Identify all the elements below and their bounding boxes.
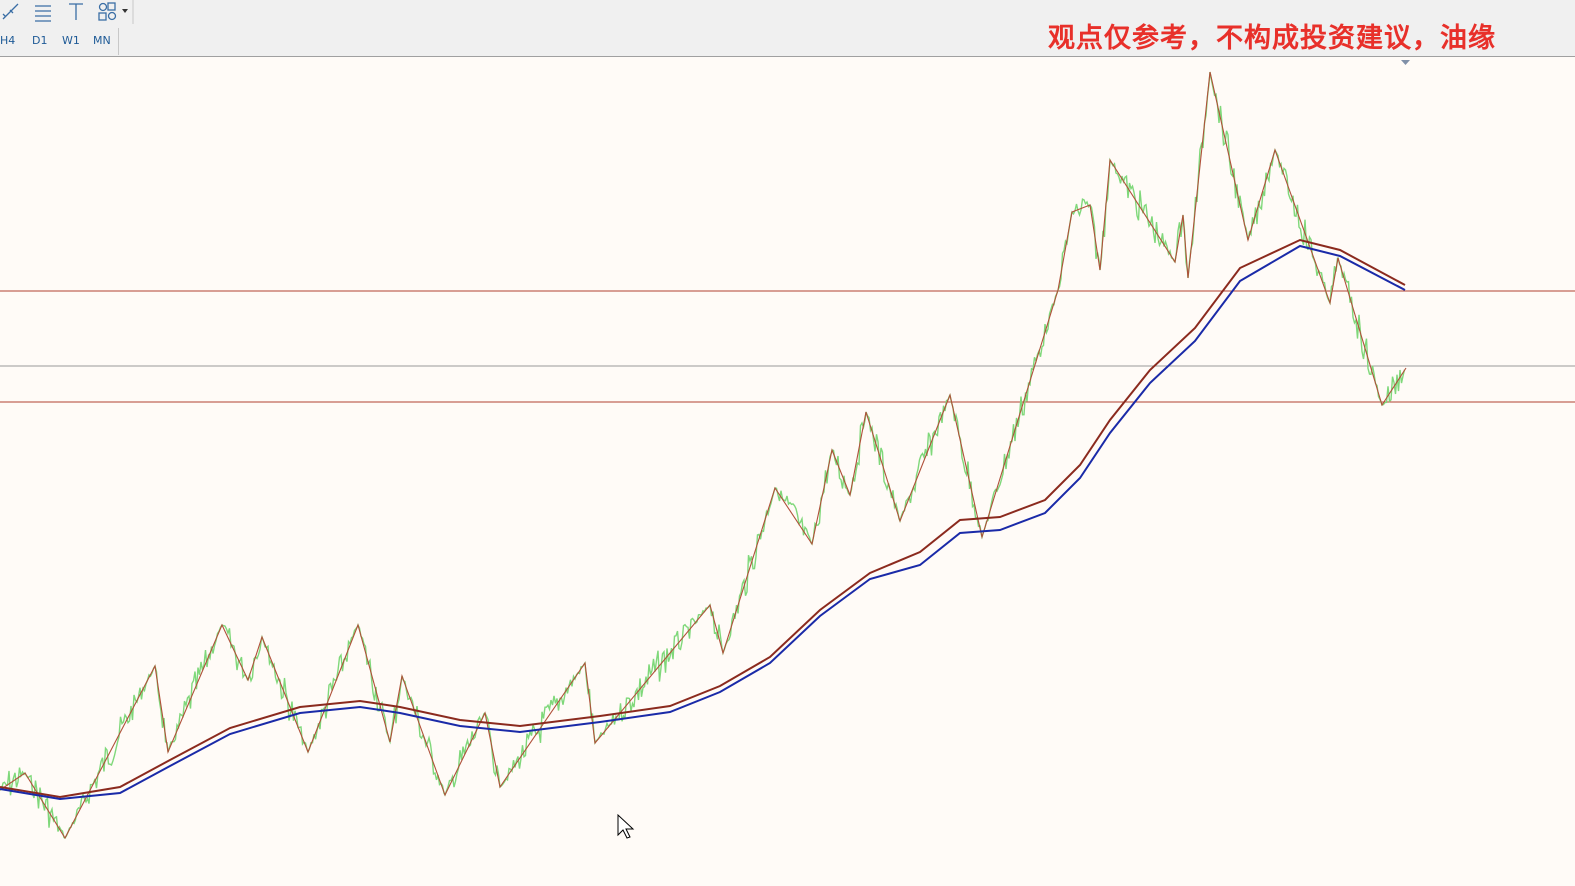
- moving-average-slow: [0, 238, 1406, 799]
- tool-icons: [2, 0, 134, 24]
- timeframe-bar: H4 D1 W1 MN: [0, 28, 119, 55]
- disclaimer-banner: 观点仅参考，不构成投资建议，油缘: [1048, 23, 1496, 54]
- timeframe-button[interactable]: MN: [93, 34, 111, 47]
- fib-tool[interactable]: [35, 5, 51, 22]
- dropdown-arrow[interactable]: [122, 9, 128, 13]
- timeframe-button[interactable]: H4: [0, 34, 16, 47]
- toolbar: H4 D1 W1 MN 观点仅参考，不构成投资建议，油缘: [0, 0, 1575, 57]
- shift-marker: [1401, 60, 1410, 65]
- timeframe-button[interactable]: D1: [32, 34, 48, 47]
- moving-average-fast: [0, 244, 1406, 801]
- line-tool[interactable]: [2, 3, 19, 20]
- mouse-cursor: [617, 813, 635, 839]
- zigzag-line: [0, 71, 1407, 840]
- shapes-tool[interactable]: [98, 2, 117, 21]
- timeframe-button[interactable]: W1: [62, 34, 80, 47]
- price-line: [0, 71, 1406, 839]
- price-chart: [0, 60, 1575, 840]
- text-tool[interactable]: [69, 3, 83, 20]
